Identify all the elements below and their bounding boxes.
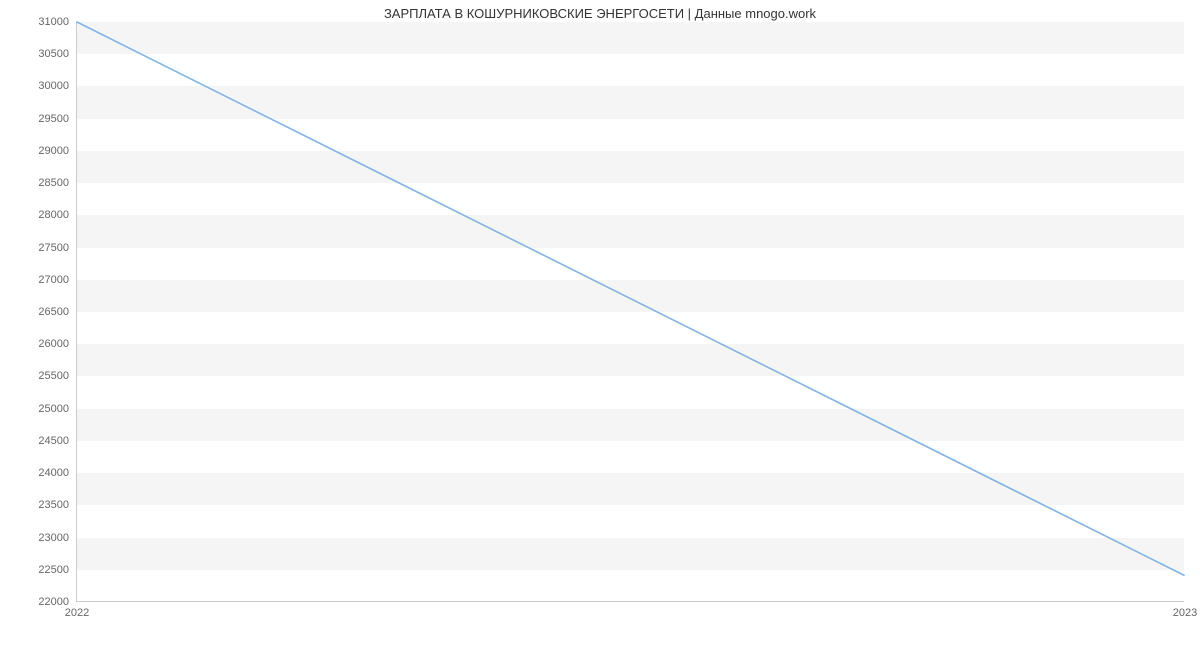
plot-area: 2200022500230002350024000245002500025500… [76,22,1184,602]
y-tick-label: 26500 [38,306,69,318]
y-tick-label: 25000 [38,403,69,415]
plot-wrap: 2200022500230002350024000245002500025500… [76,22,1184,602]
y-tick-label: 29500 [38,113,69,125]
y-tick-label: 28000 [38,209,69,221]
y-tick-label: 28500 [38,177,69,189]
y-tick-label: 27000 [38,274,69,286]
y-tick-label: 31000 [38,16,69,28]
y-tick-label: 23000 [38,532,69,544]
y-tick-label: 24500 [38,435,69,447]
x-tick-label: 2022 [65,607,89,619]
y-tick-label: 30000 [38,80,69,92]
y-tick-label: 22500 [38,564,69,576]
y-tick-label: 24000 [38,467,69,479]
y-tick-label: 29000 [38,145,69,157]
y-tick-label: 26000 [38,338,69,350]
y-tick-label: 30500 [38,48,69,60]
chart-title: ЗАРПЛАТА В КОШУРНИКОВСКИЕ ЭНЕРГОСЕТИ | Д… [0,6,1200,21]
y-tick-label: 25500 [38,370,69,382]
x-tick-label: 2023 [1173,607,1197,619]
line-series [77,22,1184,601]
chart-container: ЗАРПЛАТА В КОШУРНИКОВСКИЕ ЭНЕРГОСЕТИ | Д… [0,0,1200,650]
y-tick-label: 23500 [38,499,69,511]
y-tick-label: 27500 [38,242,69,254]
